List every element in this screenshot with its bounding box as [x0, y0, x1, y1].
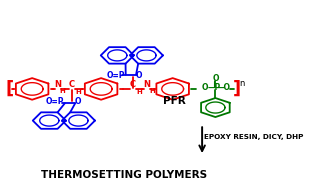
Text: PFR: PFR — [163, 96, 186, 106]
Text: H: H — [59, 88, 65, 94]
Text: EPOXY RESIN, DICY, DHP: EPOXY RESIN, DICY, DHP — [204, 134, 303, 140]
Text: N: N — [143, 80, 150, 89]
Text: ]: ] — [233, 80, 241, 98]
Text: H: H — [76, 89, 81, 95]
Text: —P: —P — [208, 83, 221, 92]
Text: O: O — [212, 74, 219, 83]
Text: O: O — [75, 97, 81, 106]
Text: [: [ — [5, 80, 14, 98]
Text: C: C — [69, 80, 75, 89]
Text: O: O — [135, 71, 142, 80]
Text: H: H — [149, 88, 155, 94]
Text: O: O — [201, 83, 208, 92]
Text: C: C — [130, 80, 136, 89]
Text: N: N — [54, 80, 62, 89]
Text: n: n — [240, 79, 245, 88]
Text: O=P: O=P — [45, 97, 64, 106]
Text: O=P: O=P — [106, 71, 125, 80]
Text: THERMOSETTING POLYMERS: THERMOSETTING POLYMERS — [41, 170, 208, 180]
Text: —O: —O — [216, 83, 230, 92]
Text: H: H — [136, 89, 142, 95]
